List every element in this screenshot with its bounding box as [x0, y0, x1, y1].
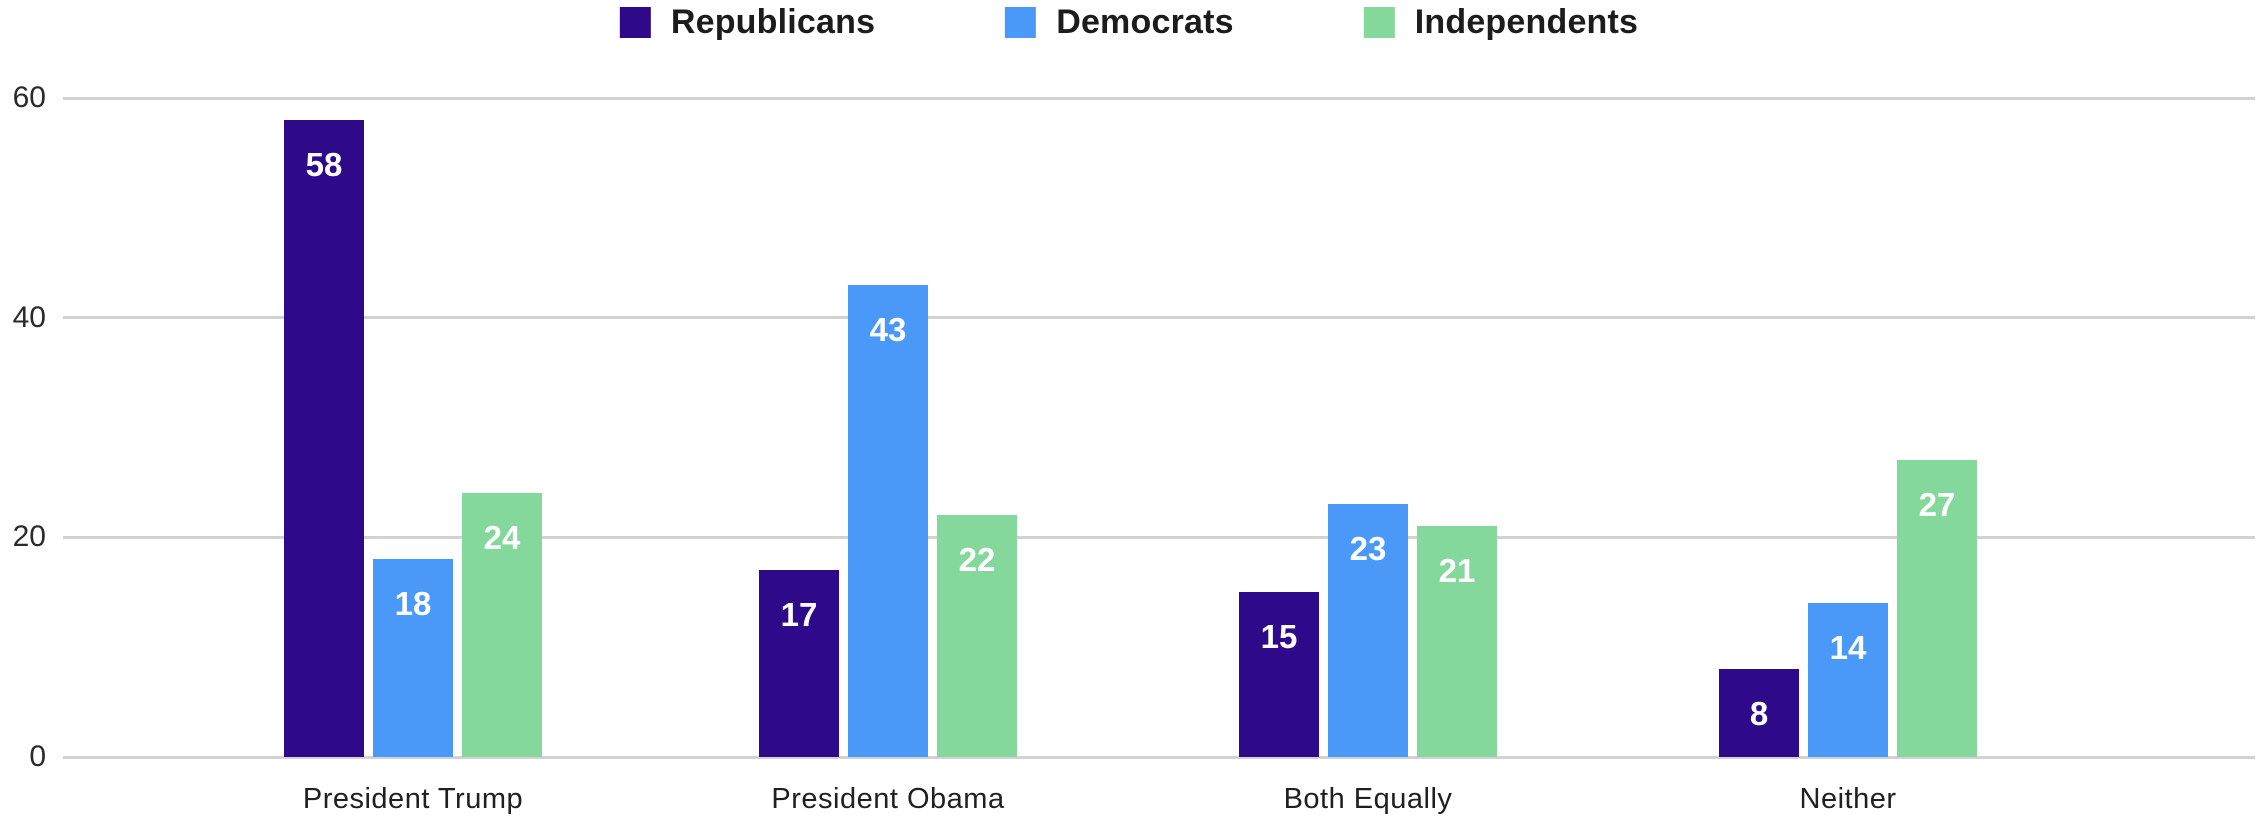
bar-republicans-both-equally: 15: [1239, 592, 1319, 757]
bar-democrats-president-trump: 18: [373, 559, 453, 757]
bar-value-label: 21: [1438, 552, 1476, 590]
y-axis-tick-label-0: 0: [29, 740, 46, 773]
legend-item-independents: Independents: [1363, 2, 1639, 42]
gridline-20: [63, 535, 2255, 539]
x-axis-label-president-trump: President Trump: [302, 783, 524, 815]
y-axis-tick-label-60: 60: [12, 81, 46, 114]
y-axis-tick-label-40: 40: [12, 300, 46, 334]
bar-value-label: 23: [1349, 530, 1387, 568]
gridline-0: [63, 755, 2255, 759]
bar-value-label: 22: [958, 541, 996, 579]
bar-value-label: 27: [1918, 486, 1956, 524]
bar-independents-both-equally: 21: [1417, 526, 1497, 757]
bar-republicans-neither: 8: [1719, 669, 1799, 757]
y-axis-tick-label-20: 20: [12, 520, 46, 554]
bar-value-label: 14: [1829, 629, 1867, 667]
bar-independents-neither: 27: [1897, 460, 1977, 757]
bar-democrats-neither: 14: [1808, 603, 1888, 757]
legend-swatch-independents: [1363, 6, 1395, 38]
legend-item-republicans: Republicans: [619, 2, 876, 42]
legend-label: Independents: [1414, 2, 1639, 41]
bar-republicans-president-obama: 17: [759, 570, 839, 757]
legend-label: Republicans: [670, 2, 876, 41]
legend-item-democrats: Democrats: [1005, 3, 1234, 42]
chart-legend: Republicans Democrats Independents: [619, 0, 1639, 44]
legend-swatch-republicans: [619, 6, 651, 38]
bar-value-label: 18: [394, 585, 432, 623]
bar-value-label: 43: [869, 310, 907, 348]
bar-value-label: 24: [483, 519, 521, 557]
gridline-40: [63, 316, 2255, 320]
x-axis-label-both-equally: Both Equally: [1283, 783, 1453, 815]
bar-value-label: 58: [305, 145, 343, 183]
bar-independents-president-obama: 22: [937, 515, 1017, 757]
bar-value-label: 15: [1260, 618, 1298, 656]
x-axis-label-neither: Neither: [1799, 783, 1897, 815]
bar-value-label: 17: [780, 596, 818, 634]
gridline-60: [63, 96, 2255, 100]
bar-value-label: 8: [1749, 695, 1769, 733]
legend-label: Democrats: [1056, 2, 1234, 41]
bar-republicans-president-trump: 58: [284, 119, 364, 757]
bar-independents-president-trump: 24: [462, 493, 542, 757]
legend-swatch-democrats: [1005, 6, 1037, 38]
bar-democrats-president-obama: 43: [848, 284, 928, 757]
bar-democrats-both-equally: 23: [1328, 504, 1408, 757]
x-axis-label-president-obama: President Obama: [771, 783, 1005, 815]
